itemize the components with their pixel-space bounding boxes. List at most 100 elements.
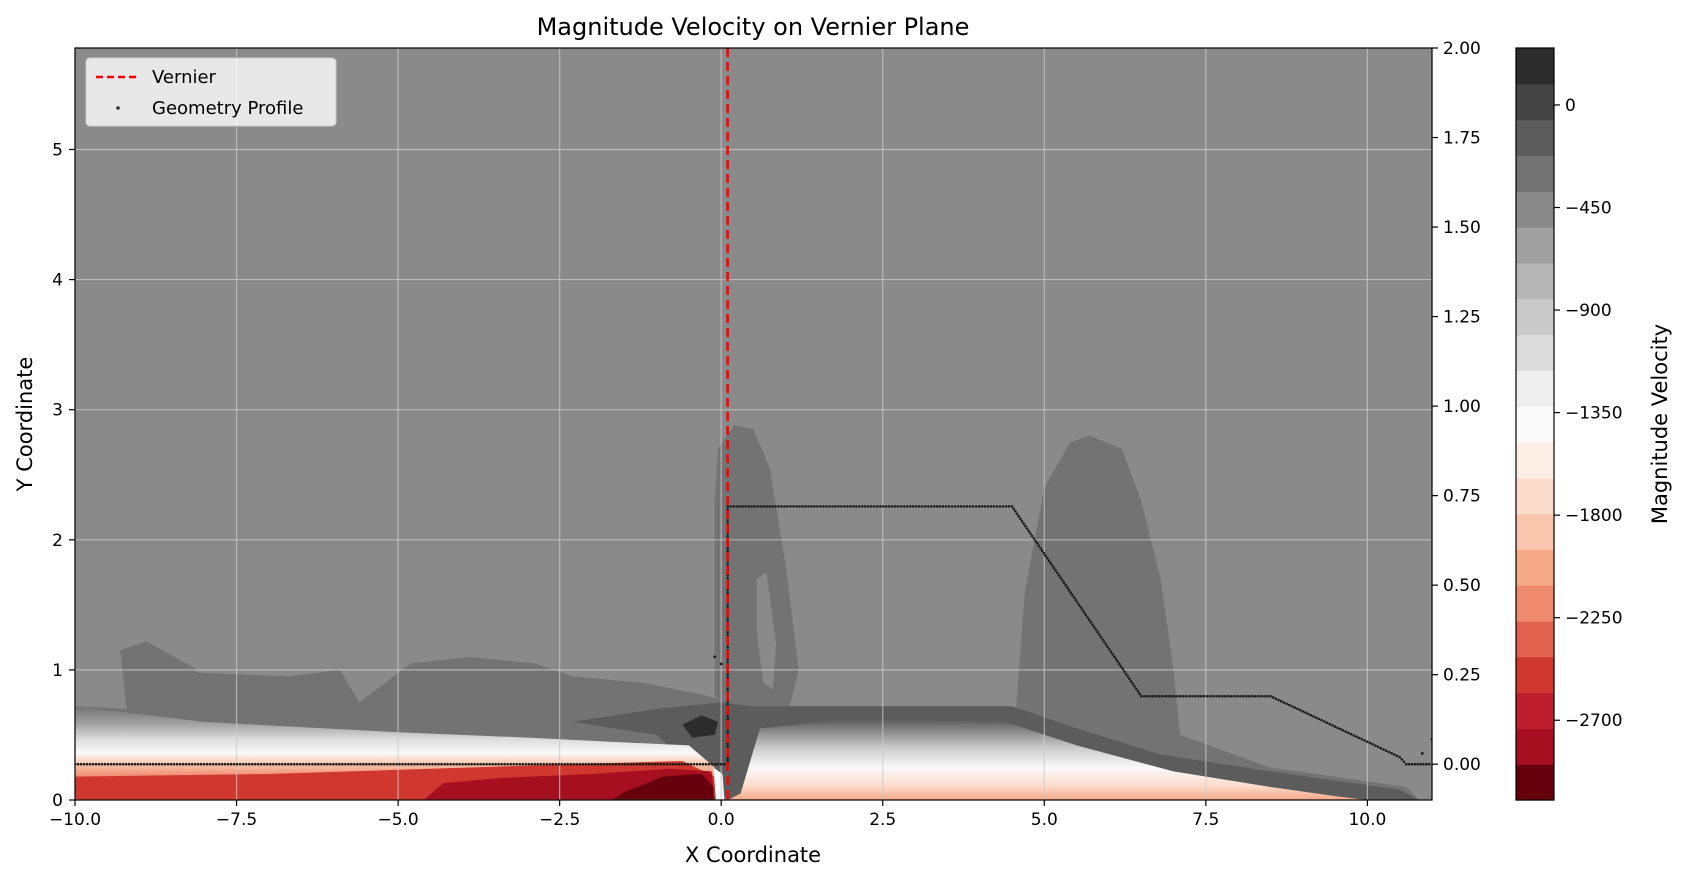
geometry-profile-point — [602, 762, 606, 766]
geometry-profile-point — [726, 675, 729, 679]
geometry-profile-point — [281, 762, 284, 766]
geometry-profile-point — [181, 762, 185, 766]
geometry-profile-point — [611, 762, 615, 766]
geometry-profile-point — [254, 762, 257, 766]
geometry-profile-point — [641, 762, 645, 766]
contour-region-upstream-lobe-left — [120, 641, 198, 677]
geometry-profile-point — [1293, 706, 1296, 709]
geometry-profile-point — [223, 762, 227, 766]
geometry-profile-point — [1279, 699, 1283, 703]
geometry-profile-point — [446, 762, 449, 766]
geometry-profile-point — [726, 592, 729, 595]
geometry-profile-point — [716, 762, 720, 766]
geometry-profile-point — [368, 762, 371, 766]
geometry-profile-point — [804, 505, 807, 508]
geometry-profile-point — [819, 505, 822, 508]
geometry-profile-point — [272, 762, 275, 766]
geometry-profile-point — [527, 762, 530, 766]
geometry-profile-point — [1263, 694, 1266, 698]
geometry-profile-point — [1200, 694, 1203, 698]
geometry-profile-point — [732, 505, 735, 508]
geometry-profile-point — [1296, 707, 1299, 711]
geometry-profile-point — [1320, 718, 1323, 722]
geometry-profile-point — [305, 762, 308, 766]
geometry-profile-point — [467, 762, 470, 766]
geometry-profile-point — [350, 762, 353, 766]
geometry-profile-point — [1113, 655, 1116, 658]
geometry-profile-point — [653, 762, 657, 766]
geometry-profile-point — [205, 762, 209, 766]
geometry-profile-point — [726, 687, 729, 691]
geometry-profile-point — [133, 762, 137, 766]
geometry-profile-point — [88, 762, 92, 766]
geometry-profile-point — [269, 762, 272, 766]
geometry-profile-point — [1197, 694, 1200, 698]
geometry-profile-point — [1182, 694, 1185, 698]
geometry-profile-point — [1285, 702, 1288, 706]
geometry-profile-point — [1398, 755, 1401, 759]
geometry-profile-point — [911, 505, 915, 508]
geometry-profile-point — [741, 505, 744, 508]
geometry-profile-point — [726, 520, 729, 523]
geometry-profile-point — [308, 762, 311, 766]
geometry-profile-point — [464, 762, 467, 766]
geometry-profile-point — [1119, 665, 1123, 668]
geometry-profile-point — [518, 762, 521, 766]
geometry-profile-point — [296, 762, 299, 766]
geometry-profile-point — [154, 762, 158, 766]
geometry-profile-point — [1042, 551, 1046, 555]
geometry-profile-point — [1086, 616, 1089, 619]
geometry-profile-point — [1081, 608, 1084, 612]
geometry-profile-point — [1161, 694, 1164, 698]
colorbar-level — [1516, 585, 1554, 622]
geometry-profile-point — [873, 505, 876, 508]
geometry-profile-point — [103, 762, 107, 766]
x-axis-ticks: −10.0 −7.5 −5.0 −2.5 0.0 2.5 5.0 7.5 10.0 — [49, 800, 1386, 830]
geometry-profile-point — [1404, 762, 1408, 766]
geometry-profile-point — [94, 762, 98, 766]
geometry-profile-point — [1333, 725, 1337, 728]
geometry-profile-point — [1092, 625, 1096, 629]
geometry-profile-point — [145, 762, 149, 766]
geometry-profile-point — [659, 762, 663, 766]
geometry-profile-point — [902, 505, 906, 508]
geometry-profile-point — [1061, 579, 1064, 582]
geometry-profile-point — [1179, 694, 1182, 698]
geometry-profile-point — [263, 762, 266, 766]
geometry-profile-point — [632, 762, 636, 766]
geometry-profile-point — [395, 762, 398, 766]
geometry-profile-point — [1066, 586, 1069, 589]
geometry-profile-point — [524, 762, 527, 766]
geometry-profile-point — [1062, 581, 1066, 585]
geometry-profile-point — [1114, 657, 1118, 661]
x-tick-label: −10.0 — [49, 810, 101, 830]
contour-region-vernier-plume — [714, 425, 799, 722]
geometry-profile-point — [1366, 740, 1369, 744]
geometry-profile-point — [572, 762, 575, 766]
geometry-profile-point — [1393, 753, 1396, 756]
geometry-profile-point — [1099, 635, 1103, 639]
geometry-profile-point — [1131, 682, 1135, 686]
geometry-profile-point — [726, 562, 729, 565]
geometry-profile-point — [1145, 694, 1149, 698]
geometry-profile-point — [314, 762, 317, 766]
geometry-profile-point — [226, 762, 230, 766]
x-tick-label: 10.0 — [1348, 810, 1386, 830]
colorbar-level — [1516, 728, 1554, 765]
geometry-profile-point — [287, 762, 290, 766]
geometry-profile-point — [756, 505, 759, 508]
geometry-profile-point — [160, 762, 164, 766]
geometry-profile-point — [1029, 532, 1032, 535]
geometry-profile-point — [680, 762, 684, 766]
geometry-profile-point — [443, 762, 446, 766]
geometry-profile-point — [1260, 694, 1263, 698]
geometry-profile-point — [1034, 539, 1037, 543]
geometry-profile-point — [1054, 569, 1057, 572]
geometry-profile-point — [1079, 606, 1083, 609]
geometry-profile-point — [861, 505, 864, 508]
geometry-profile-point — [248, 762, 251, 766]
geometry-profile-point — [1257, 694, 1260, 698]
geometry-profile-point — [1052, 566, 1056, 570]
geometry-profile-point — [380, 762, 383, 766]
geometry-profile-point — [1071, 593, 1074, 597]
